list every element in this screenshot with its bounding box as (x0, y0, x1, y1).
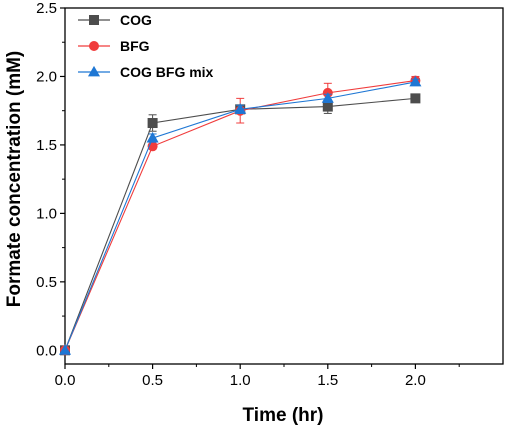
legend-marker-cog (89, 15, 99, 25)
legend: COG BFG COG BFG mix (78, 12, 214, 80)
x-tick-label-3: 1.5 (317, 372, 338, 389)
legend-label-cog-bfg-mix: COG BFG mix (120, 64, 214, 80)
y-tick-label-1: 0.5 (36, 274, 57, 291)
data-point-cog-bfg-mix-2 (234, 103, 247, 114)
legend-label-cog: COG (120, 12, 152, 28)
x-tick-label-4: 2.0 (405, 372, 426, 389)
data-point-cog-3 (322, 101, 333, 112)
data-point-cog-bfg-mix-3 (321, 92, 334, 103)
data-point-cog-bfg-mix-1 (146, 131, 159, 143)
x-tick-label-2: 1.0 (230, 372, 251, 389)
data-point-cog-bfg-mix-0 (58, 344, 72, 355)
y-tick-label-2: 1.0 (36, 205, 57, 222)
x-axis-title: Time (hr) (243, 405, 324, 426)
legend-marker-bfg (89, 41, 99, 51)
y-tick-label-4: 2.0 (36, 68, 57, 85)
y-tick-label-3: 1.5 (36, 137, 57, 154)
data-point-cog-4 (410, 93, 421, 104)
x-tick-label-0: 0.0 (55, 372, 76, 389)
plot-frame (64, 7, 504, 365)
legend-marker-cog-bfg-mix (87, 65, 101, 77)
data-point-cog-bfg-mix-4 (409, 75, 422, 87)
y-axis-title: Formate concentration (mM) (4, 51, 25, 308)
legend-label-bfg: BFG (120, 38, 150, 54)
y-tick-label-0: 0.0 (36, 342, 57, 359)
data-point-cog-1 (147, 118, 158, 129)
y-tick-label-5: 2.5 (36, 0, 57, 17)
plot-area: 0.0 0.5 1.0 1.5 2.0 0.0 0.5 1.0 1.5 2.0 2.5 (36, 0, 504, 389)
x-tick-label-1: 0.5 (142, 372, 163, 389)
